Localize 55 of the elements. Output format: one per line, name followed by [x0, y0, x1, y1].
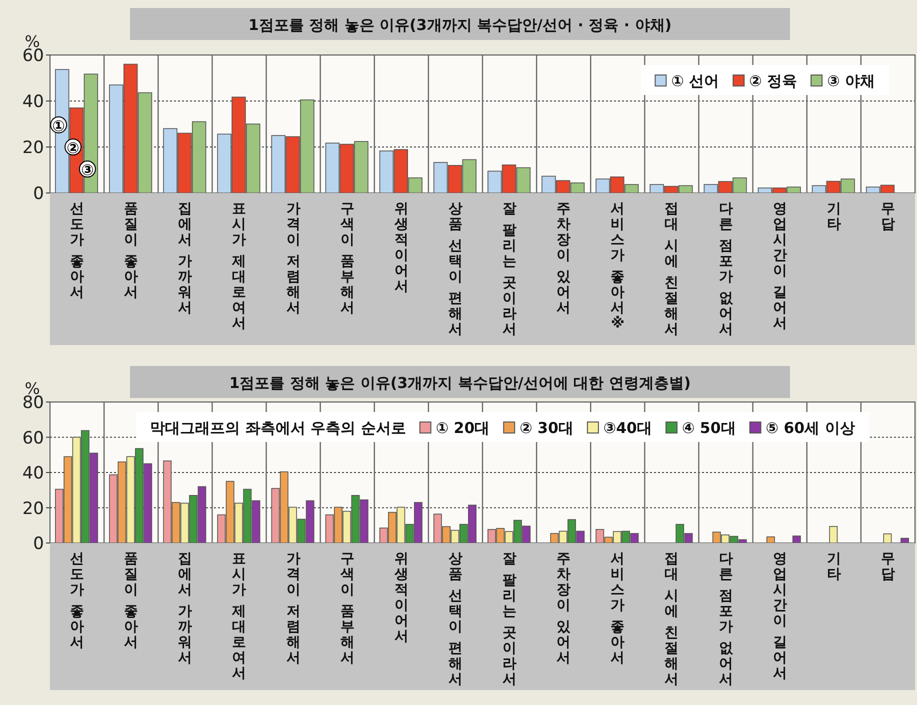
y-tick-label: 40 — [22, 92, 44, 112]
x-tick-label: 무답 — [880, 201, 895, 232]
y-tick-label: 60 — [22, 428, 44, 448]
x-tick-label: 무답 — [880, 551, 895, 582]
x-tick-label: 접대 시에 친절해서 — [664, 551, 679, 688]
legend-label: ② 정육 — [749, 72, 798, 90]
x-tick-label: 접대 시에 친절해서 — [664, 201, 679, 338]
x-tick-label: 집에서 가까워서 — [178, 201, 192, 316]
y-tick-label: 40 — [22, 464, 44, 484]
chart-title: 1점포를 정해 놓은 이유(3개까지 복수답안/선어 · 정육 · 야채) — [248, 16, 672, 34]
x-tick-label: 품질이 좋아서 — [124, 551, 138, 650]
x-tick-label: 서비스가 좋아서 — [610, 551, 625, 666]
legend-title: 막대그래프의 좌측에서 우측의 순서로 — [150, 419, 406, 437]
x-tick-label: 영업시간이 길어서 — [772, 551, 787, 682]
legend-label: ① 선어 — [671, 72, 720, 90]
legend-label: ③40대 — [603, 419, 652, 437]
x-tick-label: 집에서 가까워서 — [178, 551, 192, 666]
x-tick-label: 선도가 좋아서 — [70, 201, 84, 300]
x-tick-label: 주차장이 있어서 — [556, 201, 571, 316]
x-tick-label: 영업시간이 길어서 — [772, 201, 787, 332]
x-tick-label: 주차장이 있어서 — [556, 551, 571, 666]
x-tick-label: 잘 팔리는 곳이라서 — [502, 201, 517, 338]
x-tick-label: 서비스가 좋아서※ — [610, 201, 625, 332]
x-tick-label: 가격이 저렴해서 — [286, 201, 300, 316]
x-tick-label: 표시가 제대로여서 — [231, 551, 246, 682]
x-tick-label: 표시가 제대로여서 — [231, 201, 246, 332]
x-tick-label: 구색이 품부해서 — [339, 201, 354, 316]
annotation: ② — [66, 138, 80, 157]
x-tick-label: 잘 팔리는 곳이라서 — [502, 551, 517, 688]
y-tick-label: 80 — [22, 393, 44, 413]
x-tick-label: 품질이 좋아서 — [124, 201, 138, 300]
y-tick-label: 0 — [33, 534, 44, 554]
x-tick-label: 기타 — [826, 551, 841, 582]
x-tick-label: 기타 — [826, 201, 841, 232]
x-tick-label: 상품 선택이 편해서 — [448, 551, 462, 688]
legend-label: ② 30대 — [520, 419, 574, 437]
y-tick-label: 20 — [22, 498, 44, 519]
y-tick-label: 0 — [33, 184, 44, 204]
x-tick-label: 가격이 저렴해서 — [286, 551, 300, 666]
x-tick-label: 다른 점포가 없어서 — [718, 201, 734, 338]
chart-title: 1점포를 정해 놓은 이유(3개까지 복수답안/선어에 대한 연령계층별) — [229, 374, 691, 392]
x-tick-label: 구색이 품부해서 — [339, 551, 354, 666]
legend-label: ① 20대 — [436, 419, 490, 437]
annotation: ③ — [81, 161, 94, 180]
legend-label: ③ 야채 — [827, 72, 875, 90]
x-tick-label: 선도가 좋아서 — [70, 551, 84, 650]
x-tick-label: 위생적이어서 — [393, 551, 408, 644]
y-tick-label: 20 — [22, 138, 44, 158]
x-tick-label: 상품 선택이 편해서 — [448, 201, 462, 338]
y-tick-label: 60 — [22, 46, 44, 66]
x-tick-label: 다른 점포가 없어서 — [718, 551, 734, 688]
x-tick-label: 위생적이어서 — [393, 201, 408, 294]
legend-label: ⑤ 60세 이상 — [766, 419, 855, 437]
annotation: ① — [52, 116, 65, 135]
legend-label: ④ 50대 — [682, 419, 736, 437]
